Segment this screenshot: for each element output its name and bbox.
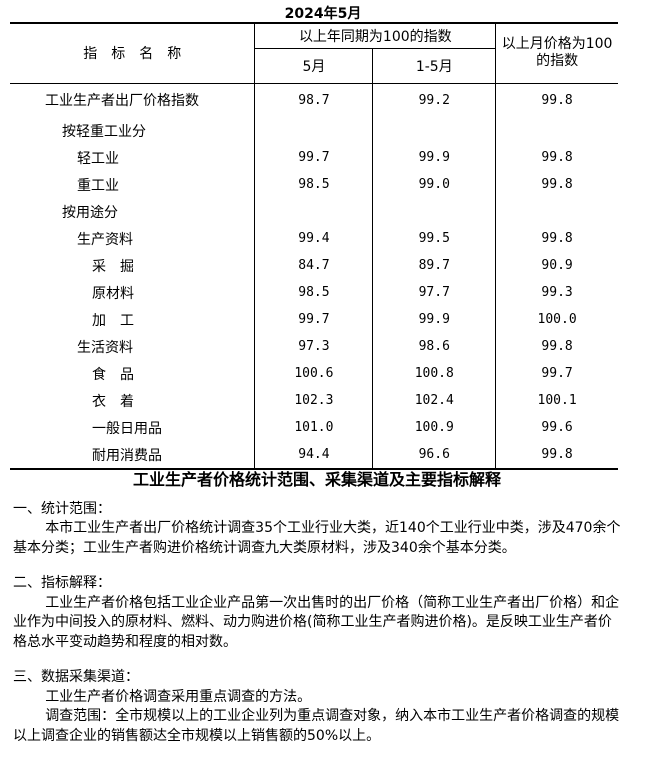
row-cumulative-value: 99.2 — [372, 83, 496, 117]
report-date: 2024年5月 — [284, 6, 362, 22]
row-name: 按用途分 — [62, 204, 118, 221]
row-cumulative-value: 99.5 — [372, 225, 496, 252]
row-cumulative-value: 100.8 — [372, 360, 496, 387]
row-cumulative-value — [372, 198, 496, 225]
notes-title: 工业生产者价格统计范围、采集渠道及主要指标解释 — [132, 470, 501, 489]
row-mom-value: 100.1 — [495, 387, 618, 414]
row-mom-value — [495, 198, 618, 225]
notes-section-1: 一、统计范围： 本市工业生产者出厂价格统计调查35个工业行业大类，近140个工业行… — [13, 500, 621, 559]
row-month-value: 84.7 — [254, 252, 373, 279]
row-month-value: 98.7 — [254, 83, 373, 117]
row-mom-value: 99.8 — [495, 441, 618, 469]
section-paragraph: 本市工业生产者出厂价格统计调查35个工业行业大类，近140个工业行业中类，涉及4… — [13, 520, 621, 556]
section-paragraph: 工业生产者价格包括工业企业产品第一次出售时的出厂价格（简称工业生产者出厂价格）和… — [13, 594, 620, 650]
row-cumulative-value: 97.7 — [372, 279, 496, 306]
row-mom-value: 90.9 — [495, 252, 618, 279]
ppi-table: 指 标 名 称 以上年同期为100的指数 以上月价格为100的指数 5月 1-5… — [10, 22, 618, 470]
table-row: 按轻重工业分 — [10, 117, 618, 144]
section-heading: 二、指标解释： — [13, 575, 111, 591]
row-name: 采 掘 — [92, 258, 134, 275]
table-row: 重工业 98.5 99.0 99.8 — [10, 171, 618, 198]
row-month-value: 100.6 — [254, 360, 373, 387]
row-month-value: 98.5 — [254, 171, 373, 198]
table-row: 耐用消费品 94.4 96.6 99.8 — [10, 441, 618, 469]
row-cumulative-value: 99.0 — [372, 171, 496, 198]
table-row: 食 品 100.6 100.8 99.7 — [10, 360, 618, 387]
row-name: 衣 着 — [92, 393, 134, 410]
row-name: 工业生产者出厂价格指数 — [45, 93, 199, 110]
row-month-value: 99.7 — [254, 144, 373, 171]
row-name: 耐用消费品 — [92, 447, 162, 464]
row-cumulative-value: 100.9 — [372, 414, 496, 441]
row-month-value: 98.5 — [254, 279, 373, 306]
row-mom-value: 99.7 — [495, 360, 618, 387]
row-cumulative-value: 99.9 — [372, 144, 496, 171]
table-row: 衣 着 102.3 102.4 100.1 — [10, 387, 618, 414]
row-month-value — [254, 198, 373, 225]
row-cumulative-value: 96.6 — [372, 441, 496, 469]
table-row: 采 掘 84.7 89.7 90.9 — [10, 252, 618, 279]
row-cumulative-value: 99.9 — [372, 306, 496, 333]
row-month-value: 102.3 — [254, 387, 373, 414]
row-name: 食 品 — [92, 366, 134, 383]
table-row: 原材料 98.5 97.7 99.3 — [10, 279, 618, 306]
row-name: 轻工业 — [77, 150, 119, 167]
section-heading: 一、统计范围： — [13, 500, 111, 517]
header-cumulative: 1-5月 — [372, 48, 496, 83]
table-row: 生活资料 97.3 98.6 99.8 — [10, 333, 618, 360]
row-name: 加 工 — [92, 312, 134, 329]
row-month-value — [254, 117, 373, 144]
row-mom-value: 99.3 — [495, 279, 618, 306]
section-paragraph: 调查范围：全市规模以上的工业企业列为重点调查对象，纳入本市工业生产者价格调查的规… — [13, 708, 620, 744]
row-month-value: 101.0 — [254, 414, 373, 441]
table-row: 按用途分 — [10, 198, 618, 225]
row-mom-value: 100.0 — [495, 306, 618, 333]
row-mom-value: 99.8 — [495, 83, 618, 117]
header-mom: 以上月价格为100的指数 — [495, 23, 618, 83]
row-month-value: 99.7 — [254, 306, 373, 333]
row-mom-value: 99.6 — [495, 414, 618, 441]
row-mom-value: 99.8 — [495, 225, 618, 252]
row-mom-value: 99.8 — [495, 144, 618, 171]
header-month: 5月 — [254, 48, 373, 83]
row-name: 原材料 — [92, 285, 134, 302]
row-mom-value: 99.8 — [495, 333, 618, 360]
row-month-value: 97.3 — [254, 333, 373, 360]
row-cumulative-value: 89.7 — [372, 252, 496, 279]
header-yoy-group: 以上年同期为100的指数 — [254, 23, 496, 49]
row-month-value: 94.4 — [254, 441, 373, 469]
row-name: 生活资料 — [77, 339, 133, 356]
row-name: 按轻重工业分 — [62, 123, 146, 140]
table-row: 工业生产者出厂价格指数 98.7 99.2 99.8 — [10, 83, 618, 117]
notes-section: 工业生产者价格统计范围、采集渠道及主要指标解释 一、统计范围： 本市工业生产者出厂… — [13, 470, 621, 762]
row-name: 一般日用品 — [92, 420, 162, 437]
header-indicator-name: 指 标 名 称 — [83, 46, 182, 63]
row-mom-value: 99.8 — [495, 171, 618, 198]
table-row: 一般日用品 101.0 100.9 99.6 — [10, 414, 618, 441]
row-name: 重工业 — [77, 177, 119, 194]
notes-section-2: 二、指标解释： 工业生产者价格包括工业企业产品第一次出售时的出厂价格（简称工业生产… — [13, 574, 621, 652]
row-cumulative-value: 102.4 — [372, 387, 496, 414]
table-row: 加 工 99.7 99.9 100.0 — [10, 306, 618, 333]
notes-section-3: 三、数据采集渠道： 工业生产者价格调查采用重点调查的方法。调查范围：全市规模以上的… — [13, 668, 621, 746]
row-cumulative-value: 98.6 — [372, 333, 496, 360]
section-heading: 三、数据采集渠道： — [13, 669, 139, 685]
row-name: 生产资料 — [77, 231, 133, 248]
row-cumulative-value — [372, 117, 496, 144]
section-paragraph: 工业生产者价格调查采用重点调查的方法。 — [45, 688, 312, 705]
row-month-value: 99.4 — [254, 225, 373, 252]
table-row: 轻工业 99.7 99.9 99.8 — [10, 144, 618, 171]
table-row: 生产资料 99.4 99.5 99.8 — [10, 225, 618, 252]
row-mom-value — [495, 117, 618, 144]
